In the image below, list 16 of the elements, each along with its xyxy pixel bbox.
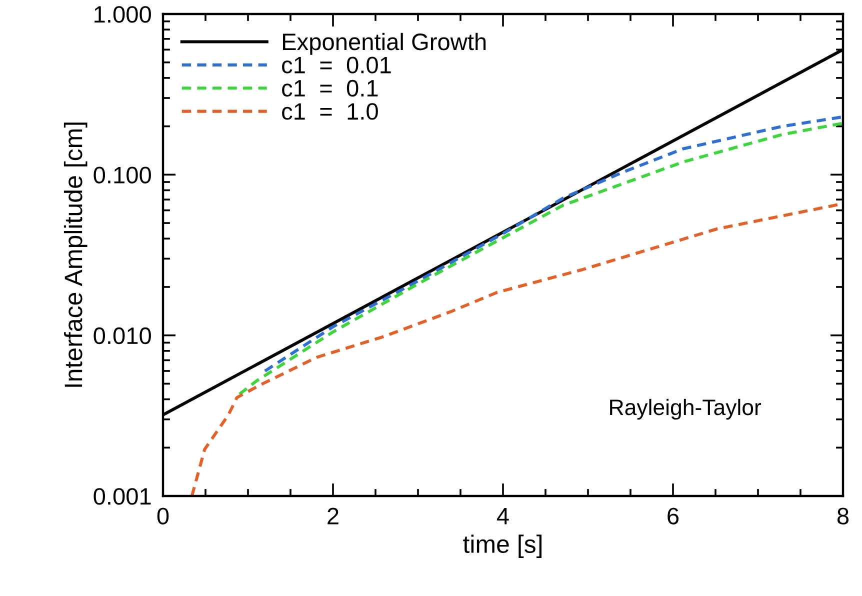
legend-label: c1 = 1.0 (282, 103, 378, 120)
x-tick-label: 4 (496, 508, 509, 524)
legend-label: c1 = 0.01 (282, 56, 391, 74)
legend-label: Exponential Growth (282, 32, 486, 55)
y-tick-label: 0.001 (94, 488, 151, 505)
x-tick-label: 8 (837, 508, 849, 524)
y-tick-label: 0.010 (94, 327, 151, 344)
x-tick-label: 6 (668, 508, 679, 524)
x-tick-label: 0 (157, 508, 169, 524)
x-axis-title: time [s] (463, 534, 542, 558)
y-tick-label: 1.000 (94, 6, 151, 23)
x-tick-label: 2 (328, 508, 338, 524)
annotation: Rayleigh-Taylor (610, 398, 762, 420)
legend-label: c1 = 0.1 (282, 80, 378, 97)
y-tick-label: 0.100 (94, 166, 151, 184)
y-axis-title: Interface Amplitude [cm] (64, 122, 88, 387)
